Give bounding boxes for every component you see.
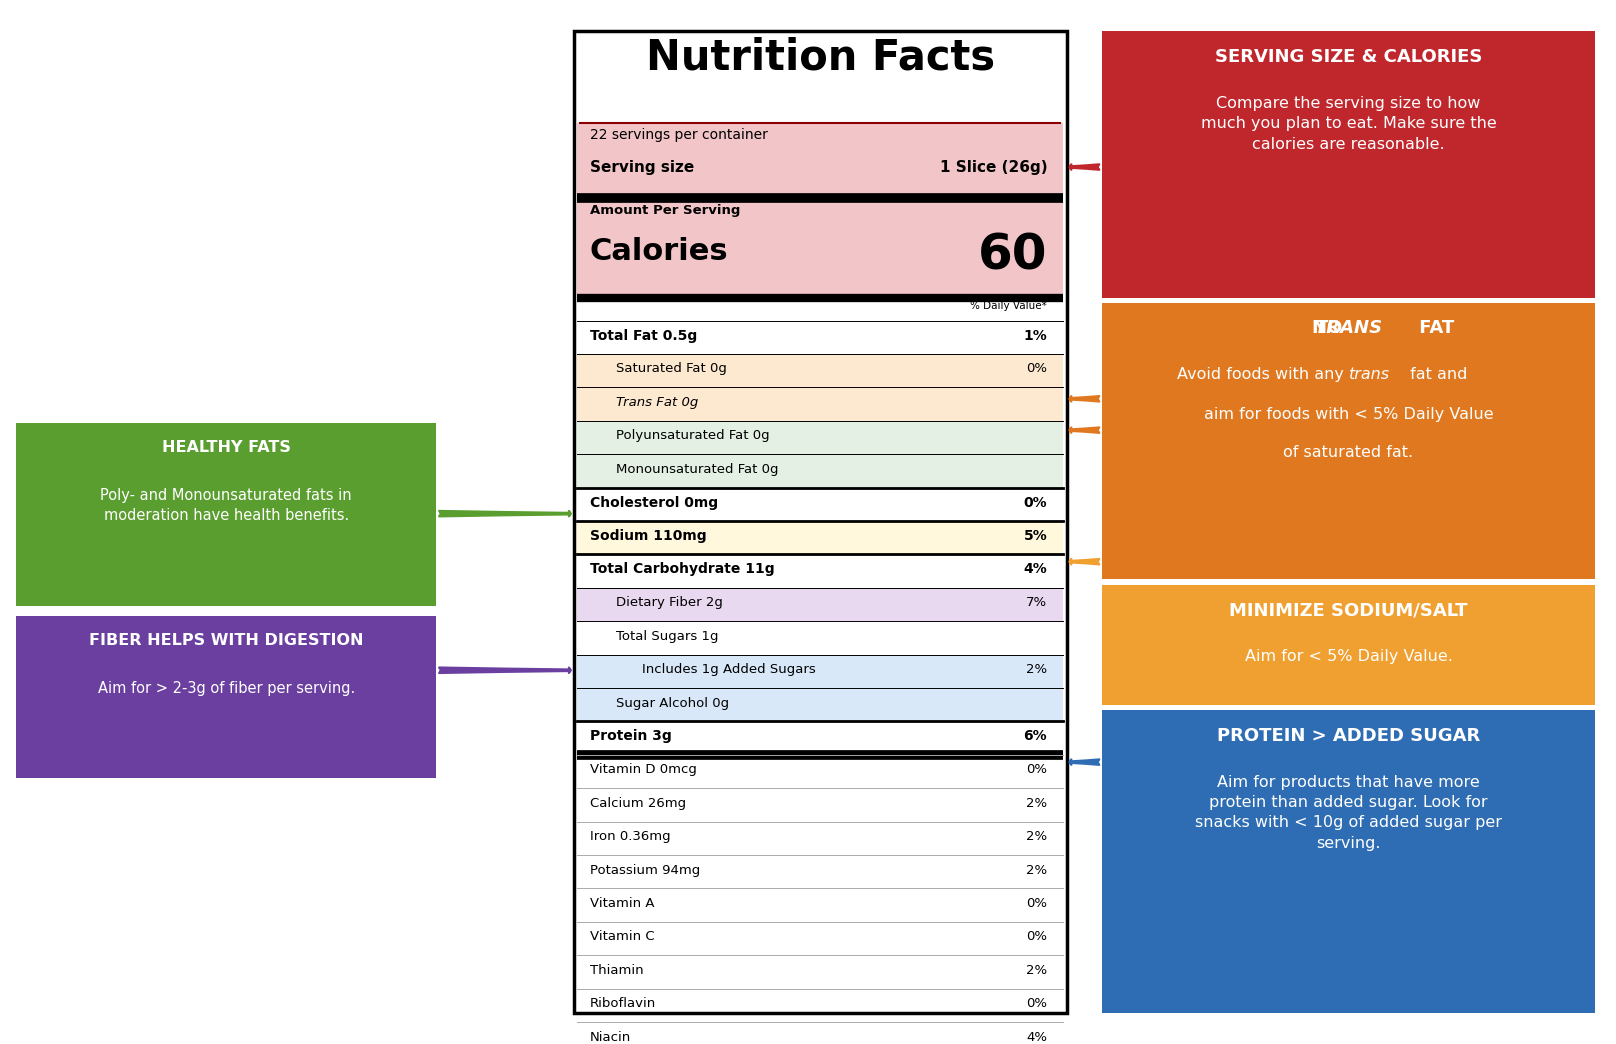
Bar	[577, 521, 1063, 554]
Text: Dietary Fiber 2g: Dietary Fiber 2g	[616, 596, 722, 610]
Bar	[577, 688, 1063, 721]
Text: Aim for < 5% Daily Value.: Aim for < 5% Daily Value.	[1244, 649, 1453, 664]
Bar	[1102, 31, 1595, 298]
Text: HEALTHY FATS: HEALTHY FATS	[162, 440, 291, 454]
Text: 4%: 4%	[1023, 563, 1047, 576]
Text: SERVING SIZE & CALORIES: SERVING SIZE & CALORIES	[1215, 48, 1482, 66]
Text: 4%: 4%	[1026, 1030, 1047, 1044]
Text: Vitamin A: Vitamin A	[590, 897, 654, 910]
Text: FAT: FAT	[1412, 319, 1454, 337]
Bar	[577, 387, 1063, 421]
Text: Calcium 26mg: Calcium 26mg	[590, 797, 685, 810]
Text: Monounsaturated Fat 0g: Monounsaturated Fat 0g	[616, 462, 779, 476]
Text: 60: 60	[978, 232, 1047, 280]
Text: MINIMIZE SODIUM/SALT: MINIMIZE SODIUM/SALT	[1230, 601, 1467, 619]
Text: aim for foods with < 5% Daily Value: aim for foods with < 5% Daily Value	[1204, 407, 1493, 422]
Text: 0%: 0%	[1026, 997, 1047, 1011]
Text: Iron 0.36mg: Iron 0.36mg	[590, 830, 671, 844]
Bar	[16, 423, 436, 606]
Text: Total Carbohydrate 11g: Total Carbohydrate 11g	[590, 563, 774, 576]
Bar	[577, 123, 1063, 298]
Bar	[577, 454, 1063, 488]
Text: 1 Slice (26g): 1 Slice (26g)	[939, 160, 1047, 174]
Text: 0%: 0%	[1026, 763, 1047, 777]
Text: 1%: 1%	[1023, 329, 1047, 342]
Bar	[577, 655, 1063, 688]
Text: NO: NO	[1312, 319, 1349, 337]
Bar	[16, 616, 436, 778]
Text: Thiamin: Thiamin	[590, 964, 643, 977]
Text: PROTEIN > ADDED SUGAR: PROTEIN > ADDED SUGAR	[1217, 727, 1480, 744]
Text: 0%: 0%	[1026, 930, 1047, 944]
Text: Polyunsaturated Fat 0g: Polyunsaturated Fat 0g	[616, 429, 769, 443]
Text: 0%: 0%	[1026, 362, 1047, 376]
Text: trans: trans	[1349, 367, 1390, 382]
Bar	[1102, 585, 1595, 705]
Text: 2%: 2%	[1026, 797, 1047, 810]
Text: Potassium 94mg: Potassium 94mg	[590, 863, 700, 877]
Bar	[574, 31, 1067, 1013]
Text: Includes 1g Added Sugars: Includes 1g Added Sugars	[642, 663, 816, 677]
Text: Total Sugars 1g: Total Sugars 1g	[616, 630, 718, 643]
Text: Sodium 110mg: Sodium 110mg	[590, 529, 706, 543]
Text: Total Fat 0.5g: Total Fat 0.5g	[590, 329, 696, 342]
Text: Saturated Fat 0g: Saturated Fat 0g	[616, 362, 727, 376]
Text: Riboflavin: Riboflavin	[590, 997, 656, 1011]
Bar	[577, 354, 1063, 387]
Text: Aim for > 2-3g of fiber per serving.: Aim for > 2-3g of fiber per serving.	[97, 681, 356, 695]
Text: Niacin: Niacin	[590, 1030, 632, 1044]
Text: TRANS: TRANS	[1314, 319, 1383, 337]
Text: Amount Per Serving: Amount Per Serving	[590, 204, 740, 216]
Text: 6%: 6%	[1023, 730, 1047, 743]
Text: Compare the serving size to how
much you plan to eat. Make sure the
calories are: Compare the serving size to how much you…	[1201, 96, 1496, 151]
Text: 5%: 5%	[1023, 529, 1047, 543]
Text: 0%: 0%	[1023, 496, 1047, 509]
Bar	[1102, 303, 1595, 579]
Text: 0%: 0%	[1026, 897, 1047, 910]
Text: Protein 3g: Protein 3g	[590, 730, 672, 743]
Text: Avoid foods with any: Avoid foods with any	[1176, 367, 1349, 382]
Text: fat and: fat and	[1406, 367, 1467, 382]
Text: Sugar Alcohol 0g: Sugar Alcohol 0g	[616, 696, 729, 710]
Text: FIBER HELPS WITH DIGESTION: FIBER HELPS WITH DIGESTION	[89, 633, 364, 647]
Text: Aim for products that have more
protein than added sugar. Look for
snacks with <: Aim for products that have more protein …	[1196, 775, 1501, 851]
Bar	[577, 588, 1063, 621]
Text: 7%: 7%	[1026, 596, 1047, 610]
Text: 2%: 2%	[1026, 663, 1047, 677]
Text: Poly- and Monounsaturated fats in
moderation have health benefits.: Poly- and Monounsaturated fats in modera…	[100, 488, 352, 523]
Bar	[577, 421, 1063, 454]
Text: % Daily Value*: % Daily Value*	[971, 301, 1047, 311]
Text: Vitamin D 0mcg: Vitamin D 0mcg	[590, 763, 696, 777]
Text: Cholesterol 0mg: Cholesterol 0mg	[590, 496, 718, 509]
Text: 2%: 2%	[1026, 830, 1047, 844]
Text: Trans Fat 0g: Trans Fat 0g	[616, 396, 698, 409]
Text: Serving size: Serving size	[590, 160, 695, 174]
Text: of saturated fat.: of saturated fat.	[1283, 445, 1414, 459]
Text: Calories: Calories	[590, 237, 729, 266]
Bar	[1102, 710, 1595, 1013]
Text: Nutrition Facts: Nutrition Facts	[645, 37, 995, 78]
Text: 2%: 2%	[1026, 964, 1047, 977]
Text: 22 servings per container: 22 servings per container	[590, 128, 768, 142]
Text: Vitamin C: Vitamin C	[590, 930, 654, 944]
Text: 2%: 2%	[1026, 863, 1047, 877]
